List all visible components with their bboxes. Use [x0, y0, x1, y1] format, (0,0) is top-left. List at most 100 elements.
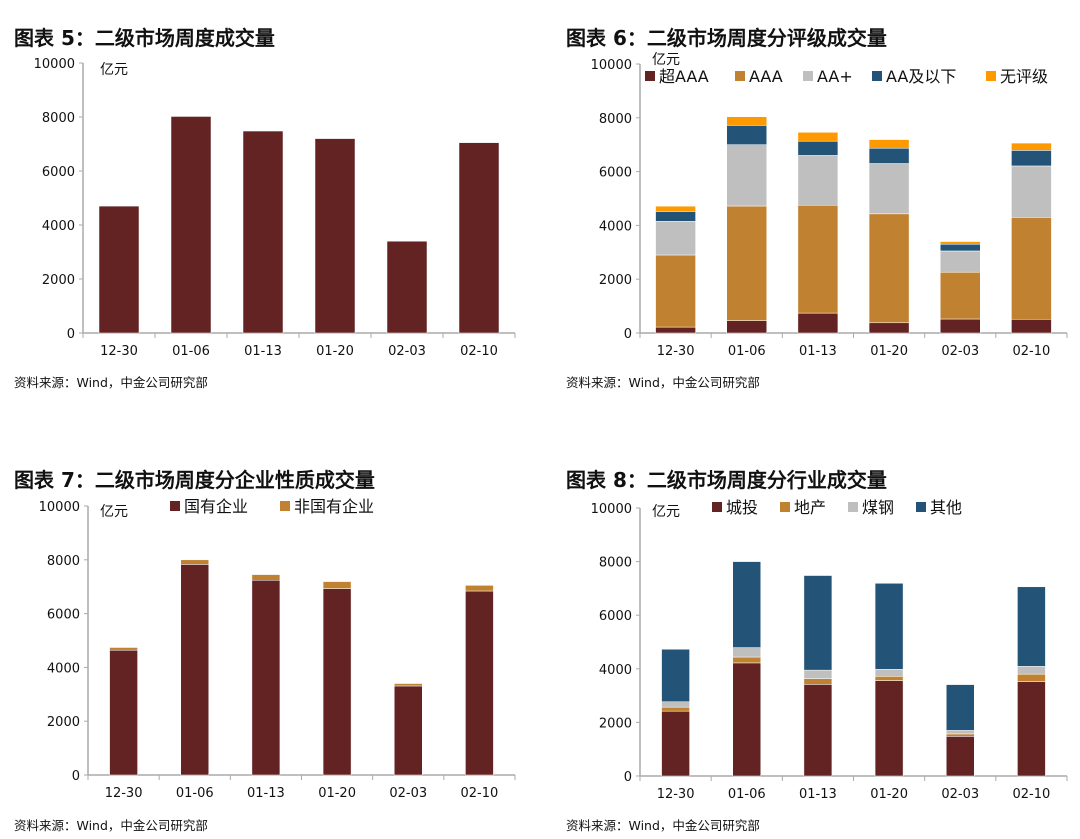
chart-8-legend-label: 地产 — [794, 498, 826, 517]
chart-6-bar-1-01-13 — [797, 204, 839, 314]
chart-6-bar-2-02-10 — [1011, 165, 1052, 218]
chart-5-y-tick-label: 10000 — [34, 57, 75, 72]
chart-5-bar-01-06 — [170, 116, 212, 334]
chart-7-legend-swatch — [170, 501, 180, 511]
chart-7-y-tick-label: 8000 — [47, 554, 80, 569]
chart-5-y-tick-label: 4000 — [42, 219, 75, 234]
chart-6-bar-0-12-30 — [655, 326, 696, 334]
chart-8-bar-3-02-03 — [946, 684, 975, 731]
chart-6-legend-label: AA及以下 — [886, 67, 956, 86]
chart-6-bar-4-02-10 — [1011, 142, 1052, 151]
chart-8-y-tick-label: 6000 — [599, 609, 632, 624]
chart-8-bar-0-01-13 — [803, 684, 833, 777]
chart-6-bar-4-01-13 — [797, 132, 839, 142]
chart-8-x-tick-label: 02-03 — [941, 787, 979, 802]
chart-6-y-tick-label: 10000 — [591, 58, 632, 73]
chart-8-bar-0-02-03 — [946, 736, 975, 777]
chart-7-x-tick-label: 01-13 — [247, 786, 285, 801]
chart-6-bar-4-02-03 — [940, 241, 981, 245]
chart-8-bar-3-01-06 — [732, 561, 761, 648]
chart-8-y-tick-label: 8000 — [599, 556, 632, 571]
chart-8-legend-swatch — [916, 502, 926, 512]
chart-6-bar-3-01-06 — [726, 125, 767, 145]
chart-6-bar-2-01-13 — [797, 155, 839, 206]
chart-6-bar-1-12-30 — [655, 254, 696, 328]
chart-5-y-tick-label: 2000 — [42, 273, 75, 288]
chart-6-source: 资料来源：Wind，中金公司研究部 — [566, 375, 760, 390]
chart-8-bar-0-01-20 — [874, 680, 904, 777]
chart-5-y-tick-label: 8000 — [42, 111, 75, 126]
chart-7-bar-0-01-06 — [180, 564, 209, 776]
chart-8-bar-0-02-10 — [1017, 681, 1046, 777]
chart-7-x-tick-label: 02-03 — [389, 786, 427, 801]
chart-6-bar-3-01-20 — [868, 147, 910, 164]
chart-8-bar-2-12-30 — [661, 701, 690, 708]
chart-8-bar-2-02-10 — [1017, 666, 1046, 675]
chart-8-bar-0-12-30 — [661, 710, 690, 777]
chart-5-title: 图表 5：二级市场周度成交量 — [14, 26, 275, 50]
chart-7-bar-1-12-30 — [109, 647, 138, 651]
chart-7-y-tick-label: 4000 — [47, 661, 80, 676]
chart-6-legend-swatch — [986, 71, 996, 81]
chart-6-bar-2-01-06 — [726, 144, 767, 207]
chart-6-bar-3-01-13 — [797, 140, 839, 156]
chart-7-title: 图表 7：二级市场周度分企业性质成交量 — [14, 468, 375, 492]
chart-6-x-tick-label: 02-03 — [941, 344, 979, 359]
chart-8-source: 资料来源：Wind，中金公司研究部 — [566, 818, 760, 833]
chart-6-y-tick-label: 6000 — [599, 166, 632, 181]
chart-8-legend-label: 其他 — [930, 498, 962, 517]
chart-7-bar-0-12-30 — [109, 649, 138, 776]
chart-7-y-tick-label: 10000 — [39, 500, 80, 515]
chart-6-bar-4-01-06 — [726, 116, 767, 126]
chart-8-bar-3-01-13 — [803, 575, 833, 671]
chart-6-bar-2-02-03 — [940, 250, 981, 273]
chart-6-x-tick-label: 01-06 — [728, 344, 766, 359]
chart-8-unit-label: 亿元 — [652, 504, 680, 520]
chart-6-bar-4-01-20 — [868, 139, 910, 149]
chart-7-x-tick-label: 12-30 — [105, 786, 143, 801]
chart-8-bar-0-01-06 — [732, 662, 761, 777]
chart-6-bar-0-01-13 — [797, 312, 839, 334]
chart-7-bar-1-01-13 — [251, 574, 281, 581]
chart-8-bar-2-02-03 — [946, 730, 975, 735]
chart-5-x-tick-label: 01-13 — [244, 344, 282, 359]
chart-6-legend-swatch — [735, 71, 745, 81]
chart-5-x-tick-label: 02-10 — [460, 344, 498, 359]
chart-6-bar-4-12-30 — [655, 205, 696, 212]
chart-8-bar-2-01-06 — [732, 647, 761, 658]
chart-8-x-tick-label: 01-13 — [799, 787, 837, 802]
chart-6-bar-1-02-10 — [1011, 217, 1052, 320]
chart-5-bar-12-30 — [98, 205, 140, 334]
chart-6-legend-swatch — [872, 71, 882, 81]
chart-8-x-tick-label: 01-06 — [728, 787, 766, 802]
chart-7-unit-label: 亿元 — [100, 504, 128, 520]
chart-7-bar-1-02-10 — [465, 585, 494, 592]
chart-6-unit-label: 亿元 — [652, 52, 680, 68]
chart-6-bar-0-02-10 — [1011, 319, 1052, 334]
chart-8-bar-1-01-06 — [732, 656, 761, 664]
chart-7-y-tick-label: 0 — [72, 769, 80, 784]
chart-5-y-tick-label: 6000 — [42, 165, 75, 180]
chart-8-x-tick-label: 12-30 — [657, 787, 695, 802]
chart-8-legend-label: 煤钢 — [862, 498, 894, 517]
chart-6-bar-1-02-03 — [940, 271, 981, 320]
chart-8-bar-3-12-30 — [661, 648, 690, 703]
chart-6-x-tick-label: 01-20 — [870, 344, 908, 359]
chart-6-bar-3-12-30 — [655, 211, 696, 222]
chart-7-source: 资料来源：Wind，中金公司研究部 — [14, 818, 208, 833]
chart-6-bar-0-01-20 — [868, 322, 910, 334]
chart-6-y-tick-label: 2000 — [599, 273, 632, 288]
chart-7-x-tick-label: 01-20 — [318, 786, 356, 801]
chart-6-y-tick-label: 8000 — [599, 112, 632, 127]
chart-7-x-tick-label: 01-06 — [176, 786, 214, 801]
chart-8-bar-3-01-20 — [874, 583, 904, 670]
chart-6-y-tick-label: 0 — [624, 327, 632, 342]
chart-5-unit-label: 亿元 — [100, 62, 128, 78]
chart-8-bar-1-12-30 — [661, 706, 690, 712]
chart-6-legend-label: 超AAA — [659, 67, 709, 86]
chart-7-bar-1-02-03 — [394, 683, 423, 687]
chart-7-bar-0-01-20 — [322, 588, 352, 776]
chart-8-legend-swatch — [712, 502, 722, 512]
